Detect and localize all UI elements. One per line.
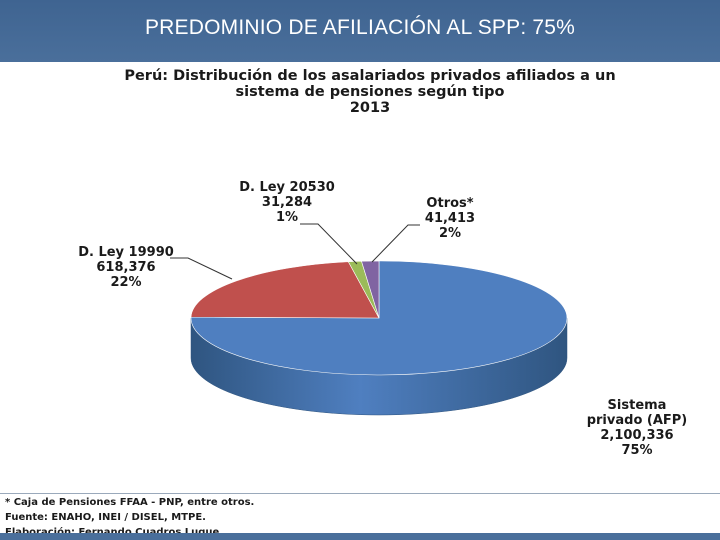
data-label-dley19990-percent: 22% bbox=[110, 275, 142, 290]
data-label-afp-value: 2,100,336 bbox=[600, 428, 674, 443]
chart-title-line-2: sistema de pensiones según tipo bbox=[235, 84, 505, 100]
chart-title-line-1: Perú: Distribución de los asalariados pr… bbox=[124, 68, 616, 84]
leader-line-otros bbox=[371, 224, 420, 263]
data-label-otros-name: Otros* bbox=[426, 196, 474, 211]
data-label-dley19990: D. Ley 19990 618,376 22% bbox=[66, 245, 186, 290]
data-label-otros-value: 41,413 bbox=[424, 211, 476, 226]
footer-author: Elaboración: Fernando Cuadros Luque. bbox=[5, 527, 223, 538]
data-label-otros-percent: 2% bbox=[438, 226, 462, 241]
chart-title-line-3: 2013 bbox=[349, 100, 391, 116]
header-bar: PREDOMINIO DE AFILIACIÓN AL SPP: 75% bbox=[0, 0, 720, 62]
data-label-dley20530-percent: 1% bbox=[275, 210, 299, 225]
data-label-dley19990-name: D. Ley 19990 bbox=[78, 245, 174, 260]
data-label-afp: Sistema privado (AFP) 2,100,336 75% bbox=[574, 398, 700, 458]
chart-title: Perú: Distribución de los asalariados pr… bbox=[90, 68, 650, 116]
bottom-bar bbox=[0, 533, 720, 540]
leader-line-dley20530 bbox=[300, 223, 358, 265]
pie-slice-otros bbox=[361, 260, 380, 319]
data-label-dley20530-value: 31,284 bbox=[261, 195, 313, 210]
leader-line-dley19990 bbox=[170, 257, 233, 280]
data-label-dley19990-value: 618,376 bbox=[96, 260, 156, 275]
data-label-dley20530-name: D. Ley 20530 bbox=[239, 180, 335, 195]
data-label-afp-name-1: Sistema bbox=[607, 398, 667, 413]
footer-note: * Caja de Pensiones FFAA - PNP, entre ot… bbox=[5, 497, 255, 508]
data-label-dley20530: D. Ley 20530 31,284 1% bbox=[222, 180, 352, 225]
data-label-otros: Otros* 41,413 2% bbox=[410, 196, 490, 241]
page-title: PREDOMINIO DE AFILIACIÓN AL SPP: 75% bbox=[144, 16, 576, 39]
pie-slice-dley19990 bbox=[190, 261, 380, 319]
data-label-afp-name-2: privado (AFP) bbox=[586, 413, 688, 428]
data-label-afp-percent: 75% bbox=[621, 443, 653, 458]
footer bbox=[0, 493, 720, 494]
footer-source: Fuente: ENAHO, INEI / DISEL, MTPE. bbox=[5, 512, 206, 523]
